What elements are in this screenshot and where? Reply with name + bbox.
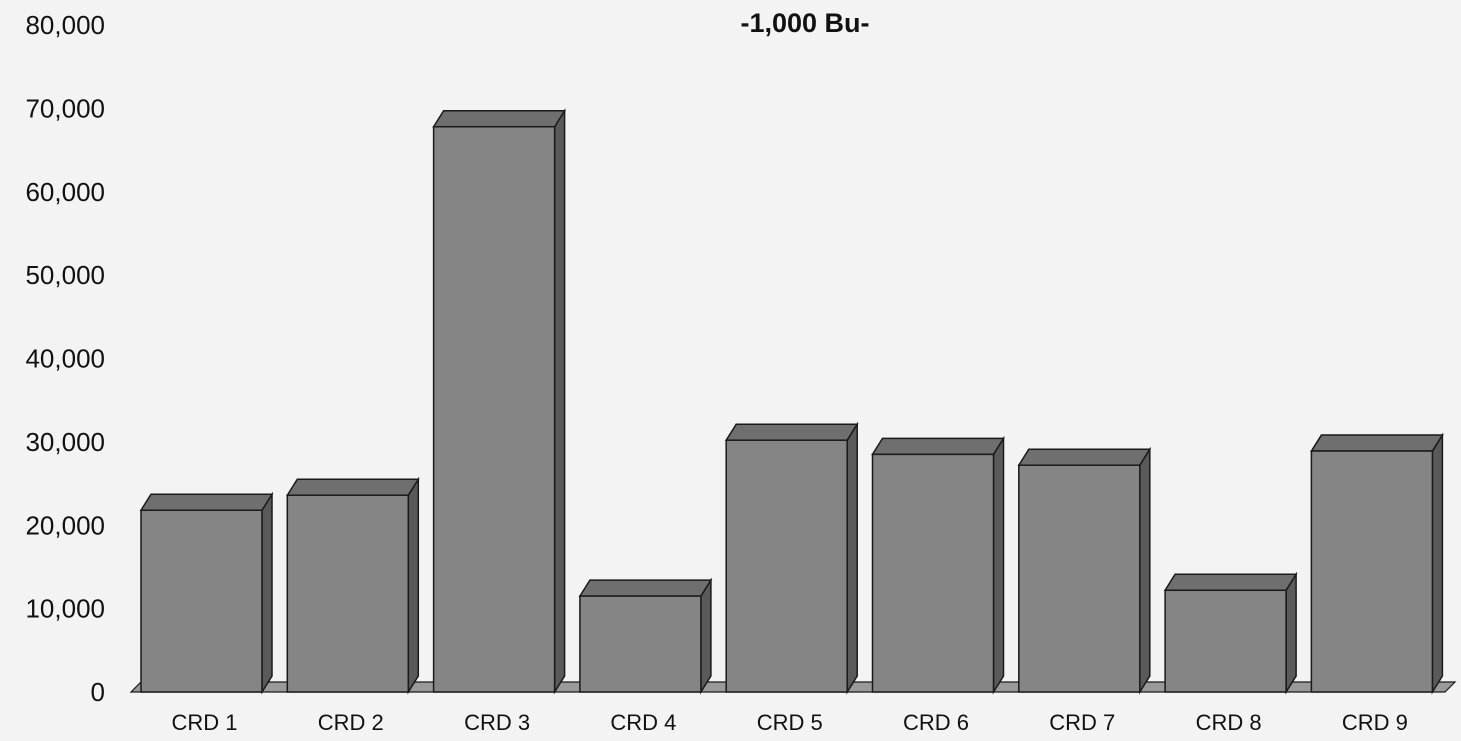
bar-top (1017, 448, 1152, 466)
x-tick-label: CRD 6 (903, 710, 969, 735)
bar-side (1285, 571, 1297, 695)
y-tick-label: 30,000 (25, 427, 105, 457)
x-tick-label: CRD 7 (1049, 710, 1115, 735)
bar-front (286, 494, 410, 693)
bar (871, 435, 1005, 695)
bar-front (432, 125, 556, 693)
bar (139, 491, 274, 695)
x-tick-label: CRD 1 (171, 710, 237, 735)
y-tick-label: 60,000 (25, 177, 105, 207)
bar (432, 108, 566, 695)
x-tick-label: CRD 4 (610, 710, 676, 735)
bar-top (1163, 573, 1298, 592)
bar-side (1431, 432, 1444, 695)
bar-top (871, 437, 1005, 456)
y-tick-label: 70,000 (25, 93, 105, 123)
y-tick-label: 40,000 (25, 344, 105, 374)
x-tick-label: CRD 2 (318, 710, 384, 735)
y-tick-label: 50,000 (25, 260, 105, 290)
x-tick-label: CRD 8 (1196, 710, 1262, 735)
bar-front (579, 595, 702, 693)
x-tick-label: CRD 3 (464, 710, 530, 735)
y-tick-label: 20,000 (25, 510, 105, 540)
bar (1310, 432, 1444, 695)
bar-front (1310, 450, 1434, 693)
bar (724, 421, 859, 695)
bar-top (1310, 434, 1444, 452)
bar (1017, 446, 1152, 695)
bar-side (407, 476, 420, 695)
y-tick-label: 0 (91, 677, 105, 707)
bar-side (992, 435, 1005, 695)
bar-side (553, 108, 566, 695)
bar (285, 476, 420, 695)
bar-top (285, 478, 420, 496)
bar-side (1139, 446, 1151, 695)
x-tick-label: CRD 9 (1342, 710, 1408, 735)
y-tick-label: 10,000 (25, 594, 105, 624)
bar-top (139, 493, 274, 511)
bar-top (578, 579, 713, 597)
bar-front (140, 509, 263, 693)
bar (578, 577, 713, 695)
bar-side (261, 491, 273, 695)
chart-title: -1,000 Bu- (740, 8, 869, 38)
y-tick-label: 80,000 (25, 10, 105, 40)
bar-front (1018, 464, 1141, 693)
bar (1163, 571, 1298, 695)
bar-front (725, 439, 848, 693)
bar-top (724, 423, 859, 441)
x-tick-label: CRD 5 (757, 710, 823, 735)
bar-front (1164, 589, 1287, 693)
bar-side (700, 577, 712, 695)
bar-front (871, 453, 995, 693)
bar-side (846, 421, 858, 695)
bar-top (432, 109, 566, 128)
